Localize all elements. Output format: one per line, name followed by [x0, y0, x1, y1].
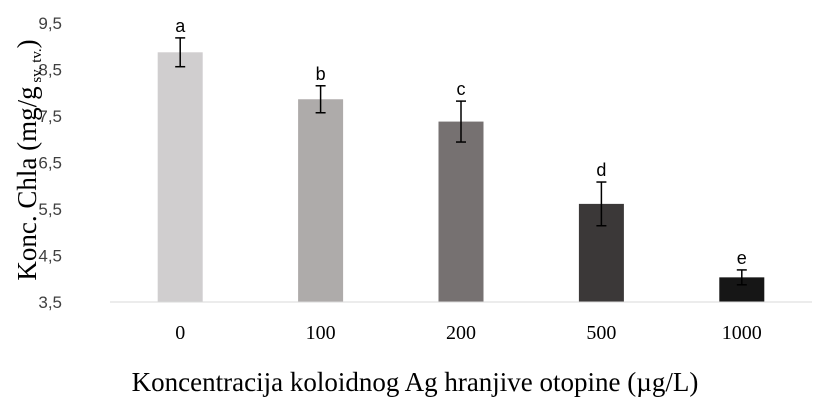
- significance-letter: c: [457, 79, 466, 99]
- x-axis-title: Koncentracija koloidnog Ag hranjive otop…: [132, 367, 699, 397]
- error-bar-0: [175, 37, 186, 68]
- significance-letters: a b c d e: [175, 16, 747, 268]
- y-axis-title-main: Konc. Chla (mg/g: [12, 86, 42, 280]
- y-tick-label: 4,5: [38, 247, 62, 266]
- x-tick-label: 1000: [722, 322, 762, 344]
- y-tick-label: 8,5: [38, 61, 62, 80]
- significance-letter: a: [175, 16, 186, 36]
- x-tick-label: 500: [586, 322, 616, 344]
- x-tick-label: 200: [446, 322, 476, 344]
- error-bar-1000: [736, 269, 747, 286]
- y-axis-title-end: ): [12, 39, 42, 48]
- y-tick-label: 5,5: [38, 200, 62, 219]
- y-tick-label: 3,5: [38, 293, 62, 312]
- bar-100: [298, 99, 344, 302]
- x-tick-label: 100: [306, 322, 336, 344]
- x-tick-label: 0: [175, 322, 185, 344]
- y-axis-title-subscript-text: sv. tv.: [29, 48, 45, 82]
- significance-letter: b: [316, 64, 326, 84]
- y-tick-label: 9,5: [38, 14, 62, 33]
- significance-letter: e: [737, 248, 747, 268]
- x-axis-ticks: 0 100 200 500 1000: [175, 322, 762, 344]
- bar-200: [438, 121, 484, 302]
- error-bar-200: [456, 100, 466, 143]
- y-axis-ticks: 3,5 4,5 5,5 6,5 7,5 8,5 9,5: [38, 14, 62, 312]
- significance-letter: d: [596, 160, 606, 180]
- bar-0: [157, 52, 203, 302]
- y-tick-label: 6,5: [38, 154, 62, 173]
- error-bar-500: [596, 181, 607, 227]
- y-axis-title: Konc. Chla (mg/g sv. tv.): [12, 39, 45, 280]
- y-tick-label: 7,5: [38, 107, 62, 126]
- error-bar-100: [315, 85, 326, 114]
- error-bars: [175, 37, 747, 286]
